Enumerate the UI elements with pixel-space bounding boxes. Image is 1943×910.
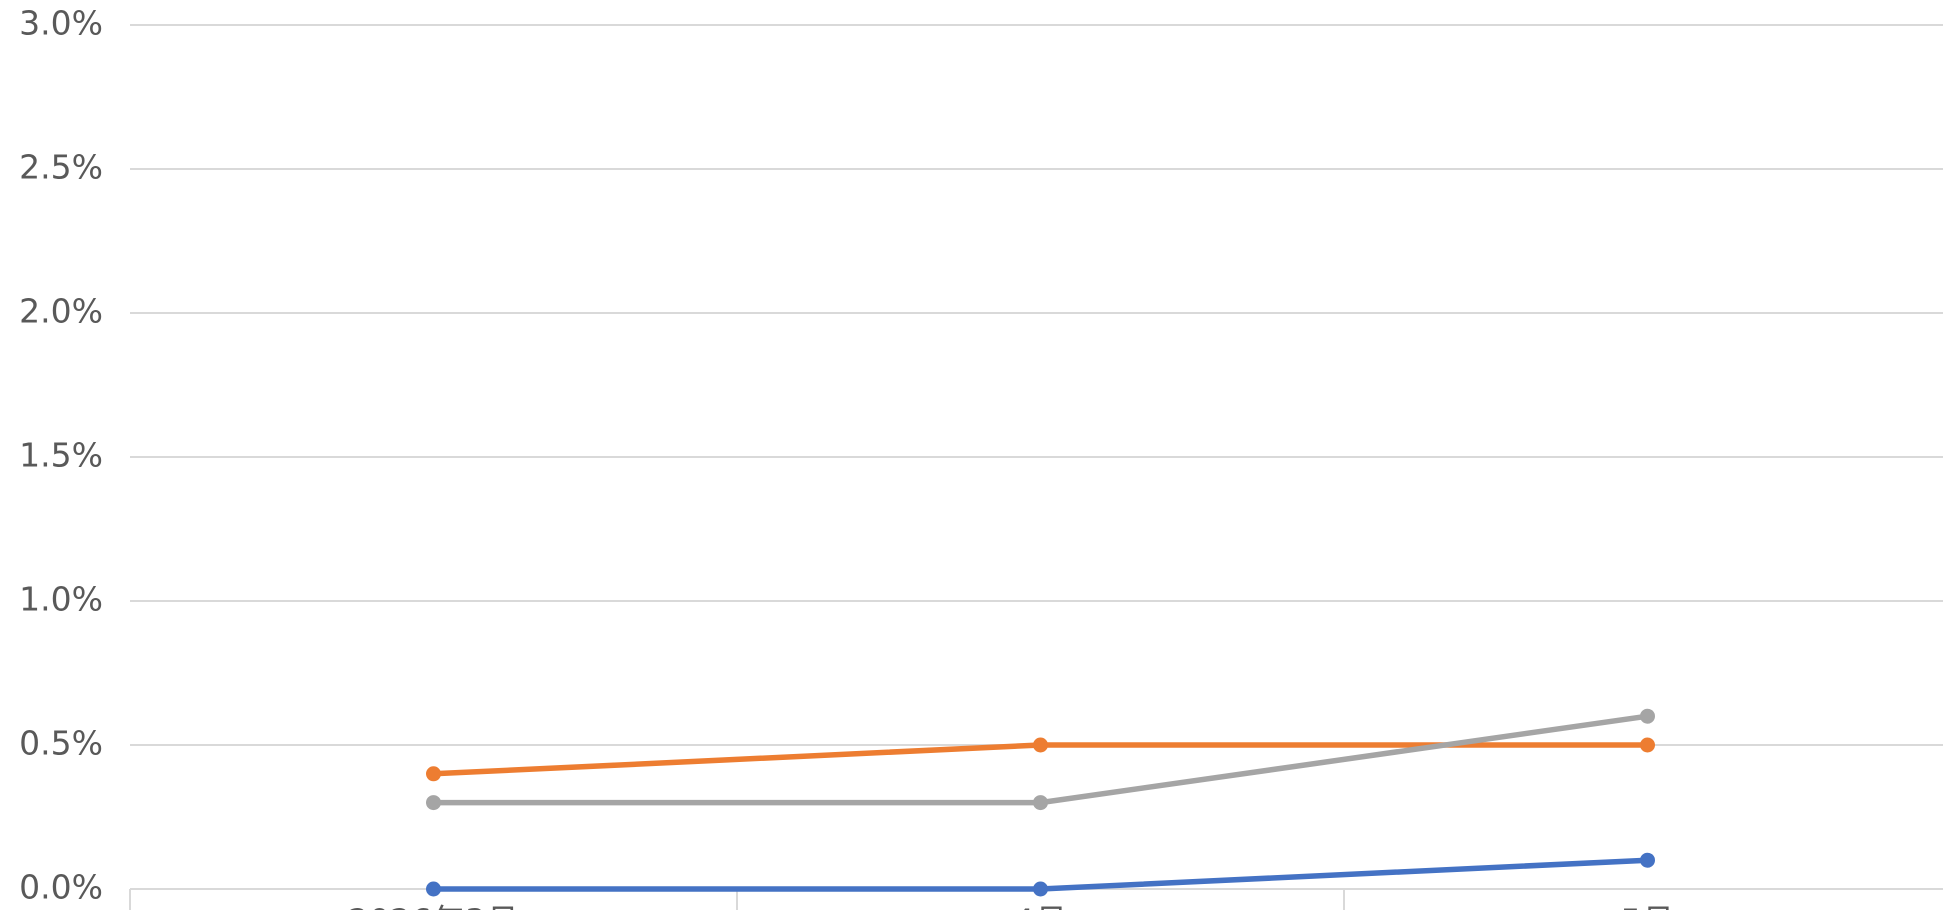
data-point <box>426 881 441 897</box>
y-tick-label: 0.0% <box>19 868 103 907</box>
x-tick-label: 2026年3月 <box>348 902 519 910</box>
series-1 <box>426 852 1655 897</box>
data-point <box>1640 737 1655 753</box>
series-3 <box>426 708 1655 811</box>
x-tick-label: 5月 <box>1621 902 1675 910</box>
grid-layer <box>130 24 1943 746</box>
series-line <box>430 713 1651 806</box>
y-tick-label: 3.0% <box>19 4 103 43</box>
data-point <box>1033 737 1048 753</box>
data-point <box>426 795 441 811</box>
series-layer <box>426 708 1655 897</box>
data-point <box>1033 881 1048 897</box>
y-axis-labels: 0.0% 0.5% 1.0% 1.5% 2.0% 2.5% 3.0% <box>19 4 103 907</box>
data-point <box>426 766 441 782</box>
data-point <box>1640 708 1655 724</box>
y-tick-label: 2.0% <box>19 292 103 331</box>
y-tick-label: 1.0% <box>19 580 103 619</box>
x-tick-label: 4月 <box>1014 902 1068 910</box>
y-tick-label: 0.5% <box>19 724 103 763</box>
data-point <box>1640 852 1655 868</box>
data-point <box>1033 795 1048 811</box>
y-tick-label: 2.5% <box>19 148 103 187</box>
y-tick-label: 1.5% <box>19 436 103 475</box>
